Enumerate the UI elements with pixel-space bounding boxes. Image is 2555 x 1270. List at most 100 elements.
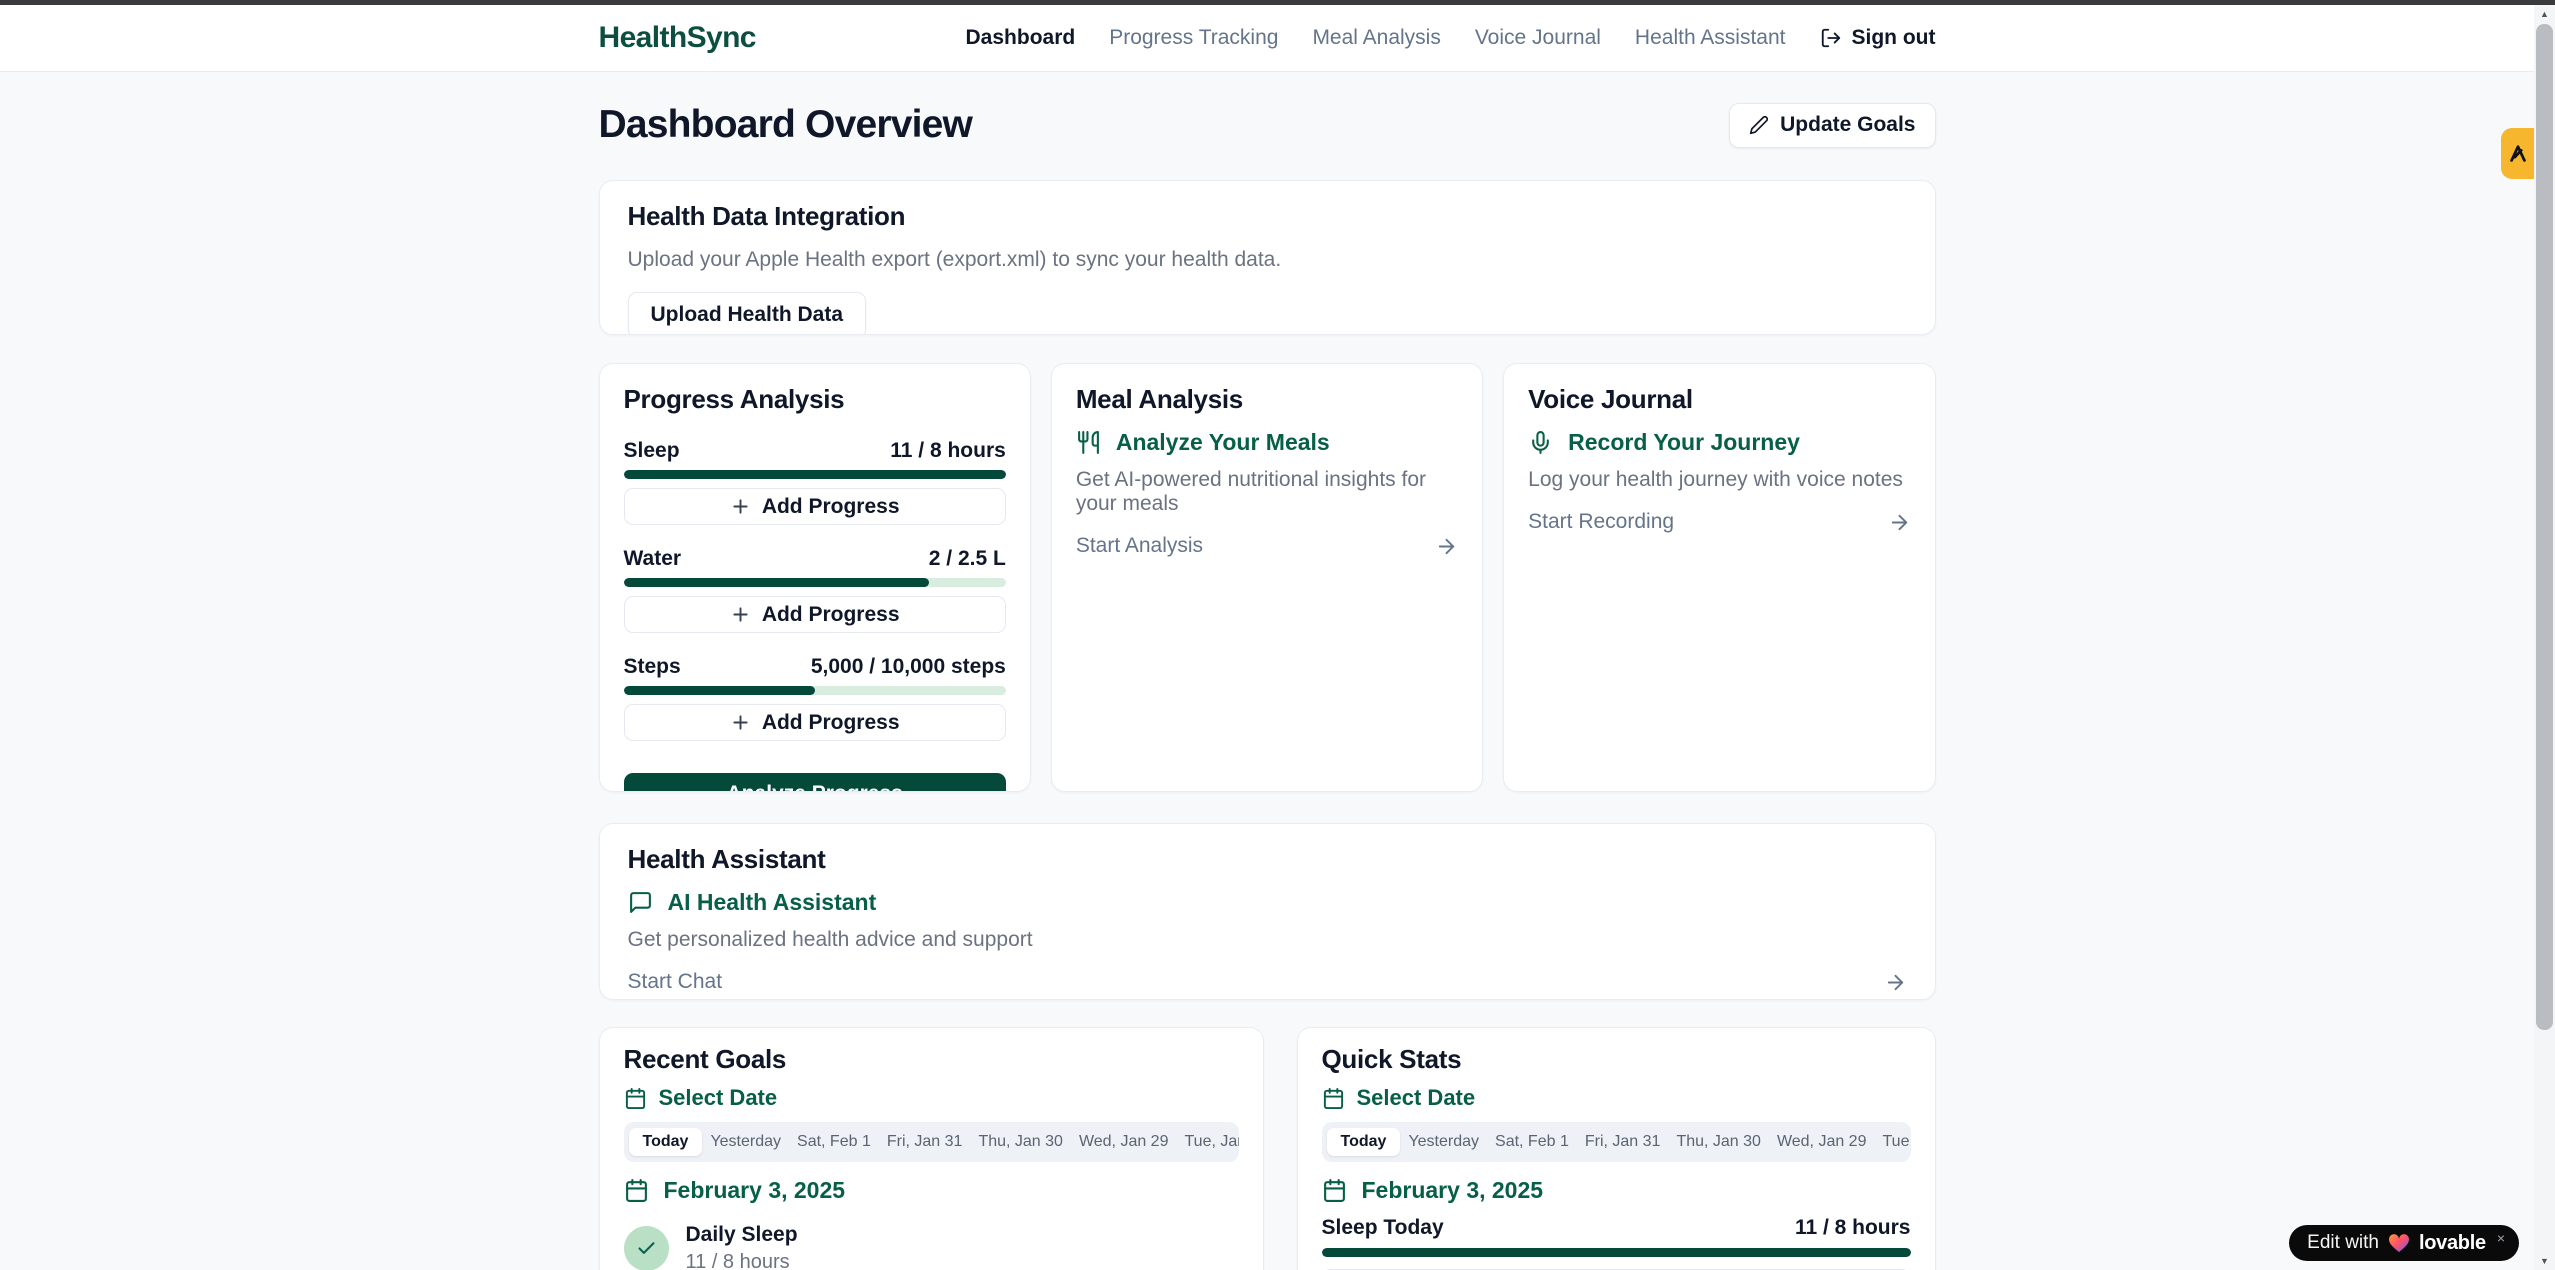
sleep-progress-bar bbox=[623, 470, 1006, 479]
voice-description: Log your health journey with voice notes bbox=[1528, 468, 1903, 491]
goal-value: 11 / 8 hours bbox=[685, 1251, 790, 1270]
arrow-right-icon bbox=[1888, 511, 1911, 534]
main-nav: Dashboard Progress Tracking Meal Analysi… bbox=[966, 26, 1936, 50]
start-recording-label: Start Recording bbox=[1528, 510, 1675, 533]
tab-fri-jan-31[interactable]: Fri, Jan 31 bbox=[886, 1133, 963, 1150]
ai-health-assistant-label: AI Health Assistant bbox=[667, 889, 877, 915]
goal-list-item: Daily Sleep 11 / 8 hours bbox=[623, 1223, 1239, 1270]
quick-stats-select-date[interactable]: Select Date bbox=[1322, 1085, 1911, 1111]
tab-wed-jan-29[interactable]: Wed, Jan 29 bbox=[1776, 1133, 1867, 1150]
tab-tue-jan-28[interactable]: Tue, Jan 28 bbox=[1882, 1133, 1910, 1150]
calendar-icon bbox=[624, 1178, 649, 1203]
meal-description: Get AI-powered nutritional insights for … bbox=[1075, 468, 1427, 515]
water-label: Water bbox=[623, 547, 682, 570]
goal-complete-badge bbox=[623, 1226, 669, 1270]
meal-analysis-card: Meal Analysis Analyze Your Meals Get AI-… bbox=[1050, 363, 1484, 792]
health-data-integration-card: Health Data Integration Upload your Appl… bbox=[598, 180, 1936, 335]
start-recording-action[interactable]: Start Recording bbox=[1528, 504, 1910, 534]
scroll-down-icon[interactable]: ▼ bbox=[2540, 1256, 2549, 1266]
update-goals-button[interactable]: Update Goals bbox=[1729, 102, 1936, 148]
sign-out-icon bbox=[1820, 27, 1842, 49]
progress-metric-steps: Steps 5,000 / 10,000 steps Add Progress bbox=[623, 643, 1006, 741]
integration-title: Health Data Integration bbox=[627, 201, 906, 231]
heart-icon bbox=[2388, 1233, 2410, 1253]
voice-journal-card: Voice Journal Record Your Journey Log yo… bbox=[1503, 363, 1936, 792]
integration-description: Upload your Apple Health export (export.… bbox=[627, 248, 1282, 271]
analyze-your-meals-label: Analyze Your Meals bbox=[1115, 429, 1330, 455]
recent-goals-select-date[interactable]: Select Date bbox=[624, 1085, 1239, 1111]
goal-name: Daily Sleep bbox=[685, 1223, 798, 1246]
nav-meal-analysis[interactable]: Meal Analysis bbox=[1312, 26, 1441, 49]
steps-label: Steps bbox=[623, 655, 681, 678]
water-progress-bar bbox=[623, 578, 1006, 587]
record-your-journey-label: Record Your Journey bbox=[1568, 429, 1800, 455]
start-analysis-action[interactable]: Start Analysis bbox=[1076, 528, 1458, 558]
vertical-scrollbar[interactable]: ▲ ▼ bbox=[2534, 5, 2555, 1270]
steps-progress-fill bbox=[623, 686, 815, 695]
steps-progress-bar bbox=[623, 686, 1006, 695]
progress-metric-water: Water 2 / 2.5 L Add Progress bbox=[623, 535, 1006, 633]
tab-tue-jan-28[interactable]: Tue, Jan 28 bbox=[1184, 1133, 1238, 1150]
scroll-up-icon[interactable]: ▲ bbox=[2540, 9, 2549, 19]
edit-with-lovable-badge[interactable]: Edit with lovable × bbox=[2289, 1225, 2519, 1261]
start-chat-action[interactable]: Start Chat bbox=[628, 964, 1907, 994]
window-top-strip bbox=[0, 0, 2555, 5]
add-progress-water-button[interactable]: Add Progress bbox=[623, 596, 1006, 633]
sleep-progress-fill bbox=[623, 470, 1006, 479]
analyze-your-meals-link[interactable]: Analyze Your Meals bbox=[1076, 429, 1458, 456]
sleep-today-label: Sleep Today bbox=[1321, 1216, 1444, 1239]
tab-wed-jan-29[interactable]: Wed, Jan 29 bbox=[1078, 1133, 1169, 1150]
recent-goals-selected-date: February 3, 2025 bbox=[624, 1177, 1239, 1204]
tab-today[interactable]: Today bbox=[628, 1128, 703, 1156]
tab-thu-jan-30[interactable]: Thu, Jan 30 bbox=[1676, 1133, 1761, 1150]
nav-health-assistant[interactable]: Health Assistant bbox=[1634, 26, 1786, 49]
analyze-progress-button[interactable]: Analyze Progress bbox=[623, 773, 1006, 791]
progress-metric-sleep: Sleep 11 / 8 hours Add Progress bbox=[623, 427, 1006, 525]
arrow-right-icon bbox=[1884, 971, 1907, 994]
sign-out-label: Sign out bbox=[1851, 26, 1936, 49]
tab-fri-jan-31[interactable]: Fri, Jan 31 bbox=[1584, 1133, 1661, 1150]
check-icon bbox=[636, 1238, 657, 1259]
recent-goals-card: Recent Goals Select Date Today Yesterday… bbox=[598, 1027, 1264, 1270]
quick-stats-date-tabs: Today Yesterday Sat, Feb 1 Fri, Jan 31 T… bbox=[1321, 1122, 1911, 1162]
nav-dashboard[interactable]: Dashboard bbox=[965, 26, 1076, 49]
select-date-label: Select Date bbox=[658, 1085, 778, 1110]
add-progress-steps-button[interactable]: Add Progress bbox=[623, 704, 1006, 741]
upload-health-data-button[interactable]: Upload Health Data bbox=[627, 292, 867, 334]
sleep-today-value: 11 / 8 hours bbox=[1794, 1216, 1911, 1239]
add-progress-sleep-button[interactable]: Add Progress bbox=[623, 488, 1006, 525]
quick-stats-selected-date: February 3, 2025 bbox=[1322, 1177, 1911, 1204]
assistant-description: Get personalized health advice and suppo… bbox=[627, 928, 1033, 951]
lovable-side-button[interactable] bbox=[2501, 128, 2534, 179]
calendar-icon bbox=[624, 1087, 647, 1110]
quick-stats-title: Quick Stats bbox=[1321, 1044, 1462, 1074]
water-progress-fill bbox=[623, 578, 930, 587]
tab-thu-jan-30[interactable]: Thu, Jan 30 bbox=[978, 1133, 1063, 1150]
recent-goals-date-label: February 3, 2025 bbox=[663, 1177, 846, 1203]
record-your-journey-link[interactable]: Record Your Journey bbox=[1528, 429, 1910, 456]
meal-analysis-title: Meal Analysis bbox=[1075, 384, 1243, 414]
microphone-icon bbox=[1528, 430, 1553, 455]
badge-close-icon[interactable]: × bbox=[2496, 1230, 2505, 1246]
app-logo[interactable]: HealthSync bbox=[598, 21, 757, 54]
sleep-today-progress-bar bbox=[1321, 1248, 1911, 1257]
tab-sat-feb-1[interactable]: Sat, Feb 1 bbox=[797, 1133, 871, 1150]
nav-voice-journal[interactable]: Voice Journal bbox=[1474, 26, 1601, 49]
add-progress-label: Add Progress bbox=[761, 602, 900, 626]
progress-analysis-card: Progress Analysis Sleep 11 / 8 hours Add… bbox=[598, 363, 1031, 792]
plus-icon bbox=[730, 712, 751, 733]
nav-progress-tracking[interactable]: Progress Tracking bbox=[1109, 26, 1279, 49]
health-assistant-title: Health Assistant bbox=[627, 844, 826, 874]
ai-health-assistant-link[interactable]: AI Health Assistant bbox=[628, 889, 1907, 916]
update-goals-label: Update Goals bbox=[1780, 113, 1916, 136]
scrollbar-thumb[interactable] bbox=[2536, 24, 2553, 1030]
sign-out-button[interactable]: Sign out bbox=[1820, 26, 1936, 50]
tab-sat-feb-1[interactable]: Sat, Feb 1 bbox=[1495, 1133, 1569, 1150]
plus-icon bbox=[730, 496, 751, 517]
recent-goals-date-tabs: Today Yesterday Sat, Feb 1 Fri, Jan 31 T… bbox=[623, 1122, 1239, 1162]
tab-yesterday[interactable]: Yesterday bbox=[1408, 1133, 1480, 1150]
pencil-icon bbox=[1749, 115, 1769, 135]
lovable-tab-icon bbox=[2507, 143, 2529, 165]
tab-yesterday[interactable]: Yesterday bbox=[710, 1133, 782, 1150]
tab-today[interactable]: Today bbox=[1326, 1128, 1401, 1156]
